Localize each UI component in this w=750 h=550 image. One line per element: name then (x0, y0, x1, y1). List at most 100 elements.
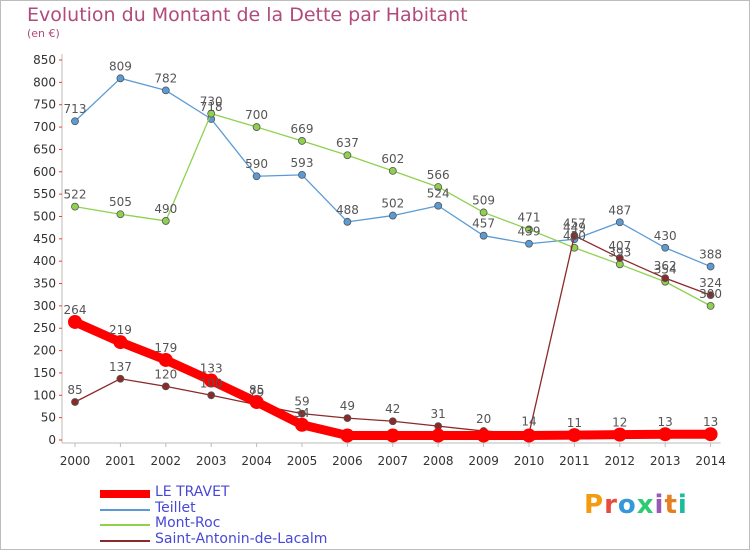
data-point-saint-antonin-de-lacalm (615, 254, 624, 262)
data-label-le-travet: 13 (703, 415, 718, 429)
data-point-saint-antonin-de-lacalm (116, 374, 125, 383)
data-label-teillet: 713 (64, 102, 87, 116)
y-tick-label: 150 (33, 366, 56, 380)
data-label-mont-roc: 354 (654, 263, 677, 277)
data-point-teillet (525, 239, 533, 248)
data-point-saint-antonin-de-lacalm (661, 274, 670, 283)
data-label-mont-roc: 471 (518, 210, 541, 224)
data-label-teillet: 718 (200, 100, 223, 114)
data-point-teillet (116, 74, 125, 83)
legend-label: Mont-Roc (155, 515, 221, 531)
data-point-le-travet (385, 428, 400, 443)
data-point-mont-roc (388, 166, 397, 175)
data-label-le-travet: 13 (658, 415, 673, 429)
data-point-teillet (479, 231, 488, 240)
x-tick-label: 2007 (378, 454, 409, 468)
data-label-saint-antonin-de-lacalm: 407 (608, 239, 631, 253)
data-point-le-travet (340, 428, 355, 443)
data-point-le-travet (249, 395, 264, 409)
data-label-saint-antonin-de-lacalm: 457 (563, 217, 586, 231)
data-point-mont-roc (343, 151, 352, 160)
data-point-teillet (343, 217, 352, 226)
x-tick-label: 2012 (605, 454, 636, 468)
data-label-teillet: 590 (245, 157, 268, 171)
data-label-mont-roc: 393 (608, 245, 631, 259)
x-tick-label: 2010 (514, 454, 545, 468)
y-tick-label: 300 (33, 299, 56, 313)
data-label-saint-antonin-de-lacalm: 324 (699, 276, 722, 290)
data-point-le-travet (703, 427, 718, 442)
y-tick-label: 750 (33, 98, 56, 112)
y-tick-label: 500 (33, 209, 56, 223)
legend-swatch-teillet (100, 509, 150, 511)
data-label-mont-roc: 730 (200, 95, 223, 109)
data-point-mont-roc (252, 123, 261, 131)
y-tick-label: 50 (41, 411, 56, 425)
data-label-saint-antonin-de-lacalm: 79 (249, 386, 264, 400)
data-point-teillet (661, 243, 670, 252)
data-label-teillet: 524 (427, 187, 450, 201)
data-point-mont-roc (161, 217, 170, 225)
data-label-mont-roc: 509 (472, 193, 495, 207)
data-label-le-travet: 34 (294, 406, 309, 420)
data-point-le-travet (295, 417, 309, 432)
legend-swatch-le-travet (100, 490, 150, 498)
logo-letter: o (617, 490, 637, 520)
data-point-le-travet (68, 314, 82, 329)
y-tick-label: 450 (33, 232, 56, 246)
data-label-le-travet: 11 (567, 416, 582, 430)
data-label-teillet: 502 (381, 197, 404, 211)
data-label-teillet: 439 (518, 225, 541, 239)
data-label-teillet: 487 (608, 203, 631, 217)
logo-letter: P (584, 490, 605, 520)
data-label-teillet: 809 (109, 59, 132, 73)
legend-label: Teillet (155, 500, 196, 516)
data-point-teillet (615, 218, 624, 227)
data-point-mont-roc (71, 202, 79, 211)
data-label-teillet: 388 (699, 248, 722, 262)
data-point-le-travet (522, 428, 536, 443)
data-label-saint-antonin-de-lacalm: 100 (200, 376, 223, 390)
y-tick-label: 400 (33, 254, 56, 268)
data-point-saint-antonin-de-lacalm (207, 391, 216, 400)
data-label-le-travet: 179 (154, 341, 177, 355)
data-label-le-travet: 264 (64, 303, 87, 317)
data-point-le-travet (431, 428, 446, 443)
data-point-le-travet (204, 373, 219, 388)
data-point-mont-roc (434, 183, 443, 191)
data-label-teillet: 430 (654, 229, 677, 243)
data-point-le-travet (113, 335, 128, 350)
y-tick-label: 100 (33, 388, 56, 402)
data-label-teillet: 449 (563, 220, 586, 234)
y-tick-label: 250 (33, 321, 56, 335)
y-tick-label: 700 (33, 120, 56, 134)
data-label-mont-roc: 602 (381, 152, 404, 166)
data-label-mont-roc: 490 (154, 202, 177, 216)
data-label-saint-antonin-de-lacalm: 14 (521, 415, 536, 429)
proxiti-logo: Proxiti (584, 490, 688, 520)
data-point-teillet (388, 211, 397, 220)
data-point-teillet (706, 262, 715, 271)
data-point-le-travet (567, 428, 582, 443)
data-point-mont-roc (207, 109, 216, 118)
data-label-mont-roc: 669 (291, 122, 314, 136)
data-label-le-travet: 133 (200, 362, 223, 376)
data-label-le-travet: 219 (109, 323, 132, 337)
x-tick-label: 2004 (241, 454, 272, 468)
x-tick-label: 2008 (423, 454, 454, 468)
data-point-mont-roc (298, 137, 306, 145)
legend-label: LE TRAVET (155, 484, 230, 500)
x-tick-label: 2011 (559, 454, 590, 468)
data-label-mont-roc: 700 (245, 108, 268, 122)
y-tick-label: 550 (33, 187, 56, 201)
data-point-saint-antonin-de-lacalm (343, 414, 352, 422)
data-label-saint-antonin-de-lacalm: 137 (109, 360, 132, 374)
data-point-le-travet (158, 352, 173, 367)
x-tick-label: 2009 (468, 454, 499, 468)
data-point-saint-antonin-de-lacalm (706, 291, 715, 300)
y-tick-label: 350 (33, 277, 56, 291)
x-tick-label: 2014 (695, 454, 726, 468)
data-point-teillet (434, 201, 443, 210)
data-label-teillet: 593 (291, 156, 314, 170)
